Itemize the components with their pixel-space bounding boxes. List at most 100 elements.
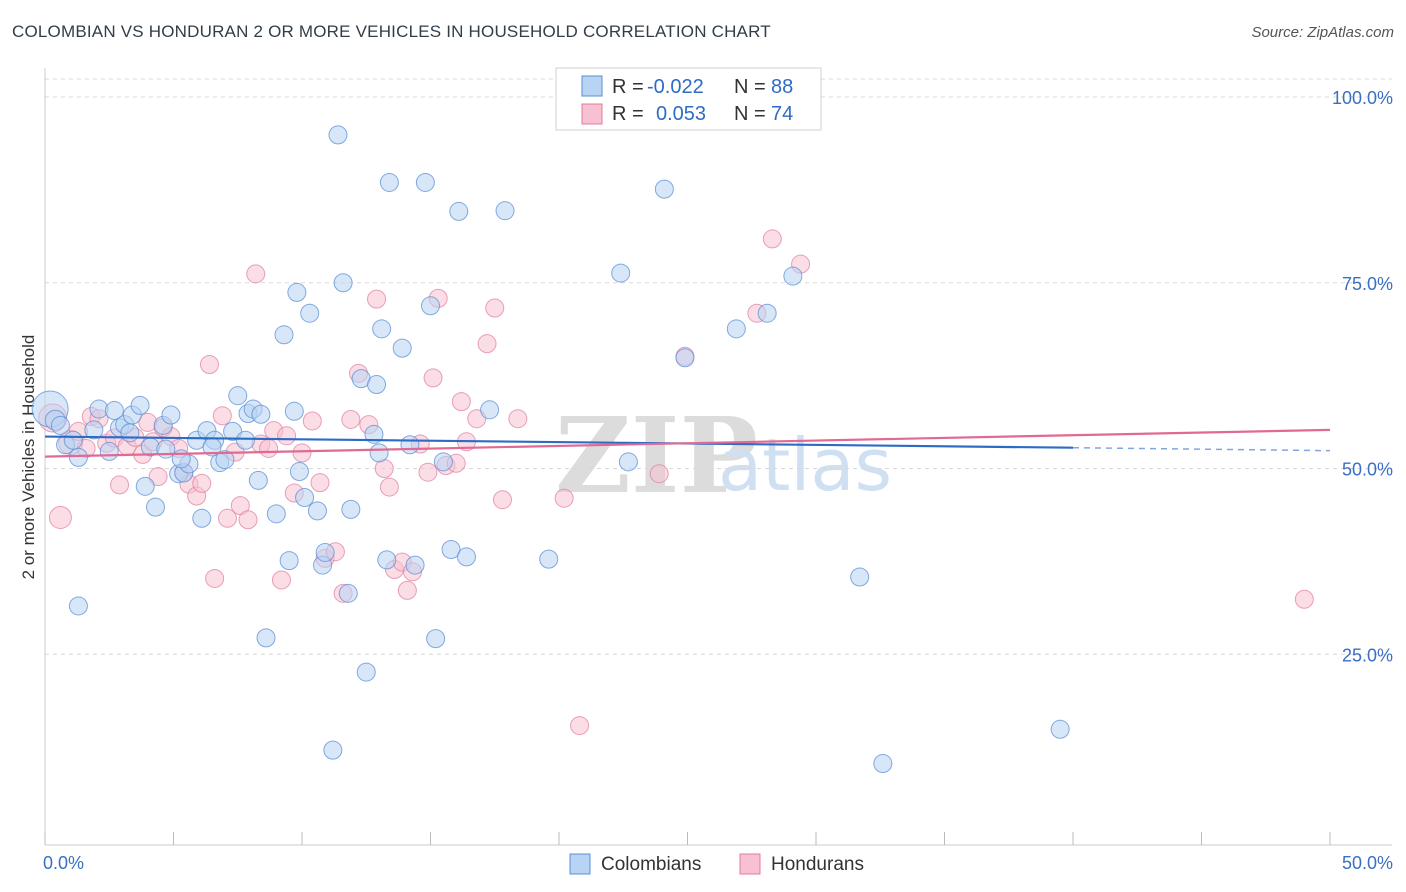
colombian-point (426, 629, 446, 649)
honduran-point (1294, 589, 1314, 609)
colombian-point (63, 430, 83, 450)
colombian-point (441, 539, 461, 559)
legend-n-label-2: N = (734, 103, 766, 125)
correlation-legend: R = -0.022 N = 88 R = 0.053 N = 74 (555, 67, 822, 131)
colombian-point (364, 424, 384, 444)
honduran-point (238, 510, 258, 530)
honduran-point (192, 473, 212, 493)
y-axis-title: 2 or more Vehicles in Household (19, 335, 38, 580)
honduran-point (148, 467, 168, 487)
honduran-point (341, 409, 361, 429)
y-tick-label: 25.0% (1342, 645, 1393, 665)
colombian-point (421, 296, 440, 316)
colombian-point (333, 273, 353, 293)
colombian-point (256, 628, 276, 648)
honduran-point (302, 411, 322, 431)
colombian-point (377, 550, 397, 570)
colombian-point (284, 401, 304, 421)
colombian-point (289, 461, 309, 481)
honduran-point (508, 409, 528, 429)
colombian-point (215, 450, 235, 470)
colombian-point (456, 547, 476, 567)
grid-lines (45, 78, 1392, 655)
honduran-point (292, 443, 312, 463)
honduran-point (212, 406, 232, 426)
honduran-point (277, 426, 297, 446)
colombian-point (315, 542, 335, 562)
colombian-point (675, 348, 695, 368)
honduran-point (246, 264, 266, 284)
colombian-point (480, 400, 500, 420)
colombian-point (50, 415, 70, 435)
colombian-point (68, 596, 88, 616)
legend-swatch-hondurans (581, 103, 603, 125)
honduran-point (554, 488, 574, 508)
honduran-point (217, 508, 237, 528)
colombian-point (654, 179, 674, 199)
legend-n-value-2: 74 (771, 103, 793, 125)
honduran-point (492, 490, 512, 510)
colombian-point (192, 508, 212, 528)
legend-r-label-2: R = (612, 103, 644, 125)
honduran-point (762, 229, 782, 249)
colombian-point (295, 487, 315, 507)
colombian-point (323, 740, 343, 760)
legend-r-value-1: -0.022 (647, 76, 704, 98)
colombian-point (328, 125, 348, 145)
colombian-point (367, 375, 387, 395)
honduran-point (397, 580, 417, 600)
colombian-point (618, 452, 638, 472)
honduran-point (310, 473, 330, 493)
colombian-point (783, 266, 803, 286)
colombian-point (611, 263, 631, 283)
colombian-point (873, 753, 893, 773)
colombian-point (307, 501, 327, 521)
hondurans-trend-line (44, 428, 1331, 458)
honduran-point (199, 354, 219, 374)
honduran-point (205, 568, 225, 588)
colombian-point (171, 449, 191, 469)
colombian-point (341, 499, 361, 519)
colombian-point (400, 435, 420, 455)
honduran-point (570, 716, 590, 736)
series-legend: Colombians Hondurans (569, 853, 864, 875)
colombian-point (135, 476, 155, 496)
legend-swatch-colombians (581, 75, 603, 97)
legend-n-value-1: 88 (771, 76, 793, 98)
x-tick-labels: 0.0% 50.0% (43, 853, 1393, 873)
colombian-point (146, 497, 166, 517)
colombians-points (31, 125, 1070, 773)
y-tick-labels: 25.0% 50.0% 75.0% 100.0% (1332, 88, 1393, 665)
colombian-point (156, 439, 176, 459)
x-tick-label: 0.0% (43, 853, 84, 873)
legend-r-label-1: R = (612, 76, 644, 98)
honduran-point (485, 298, 505, 318)
honduran-point (379, 477, 399, 497)
chart-title: COLOMBIAN VS HONDURAN 2 OR MORE VEHICLES… (12, 22, 771, 41)
y-tick-label: 100.0% (1332, 88, 1393, 108)
y-tick-label: 50.0% (1342, 460, 1393, 480)
colombian-point (392, 338, 412, 358)
bottom-legend-hondurans: Hondurans (771, 854, 864, 875)
colombian-point (369, 443, 389, 463)
honduran-point (418, 462, 438, 482)
colombian-point (415, 172, 435, 192)
colombian-point (68, 447, 88, 467)
colombian-point (161, 405, 181, 425)
colombian-point (279, 551, 299, 571)
colombian-point (449, 201, 469, 221)
bottom-legend-colombians: Colombians (601, 854, 701, 875)
colombians-trend-line (44, 435, 1074, 449)
colombian-point (104, 401, 124, 421)
honduran-point (48, 506, 72, 530)
legend-n-label-1: N = (734, 76, 766, 98)
colombian-point (251, 404, 271, 424)
colombian-point (228, 386, 248, 406)
chart-source: Source: ZipAtlas.com (1251, 24, 1394, 41)
colombian-point (274, 325, 294, 345)
honduran-point (451, 392, 471, 412)
colombian-point (356, 662, 376, 682)
colombian-point (372, 319, 392, 339)
watermark-atlas: atlas (718, 423, 892, 507)
